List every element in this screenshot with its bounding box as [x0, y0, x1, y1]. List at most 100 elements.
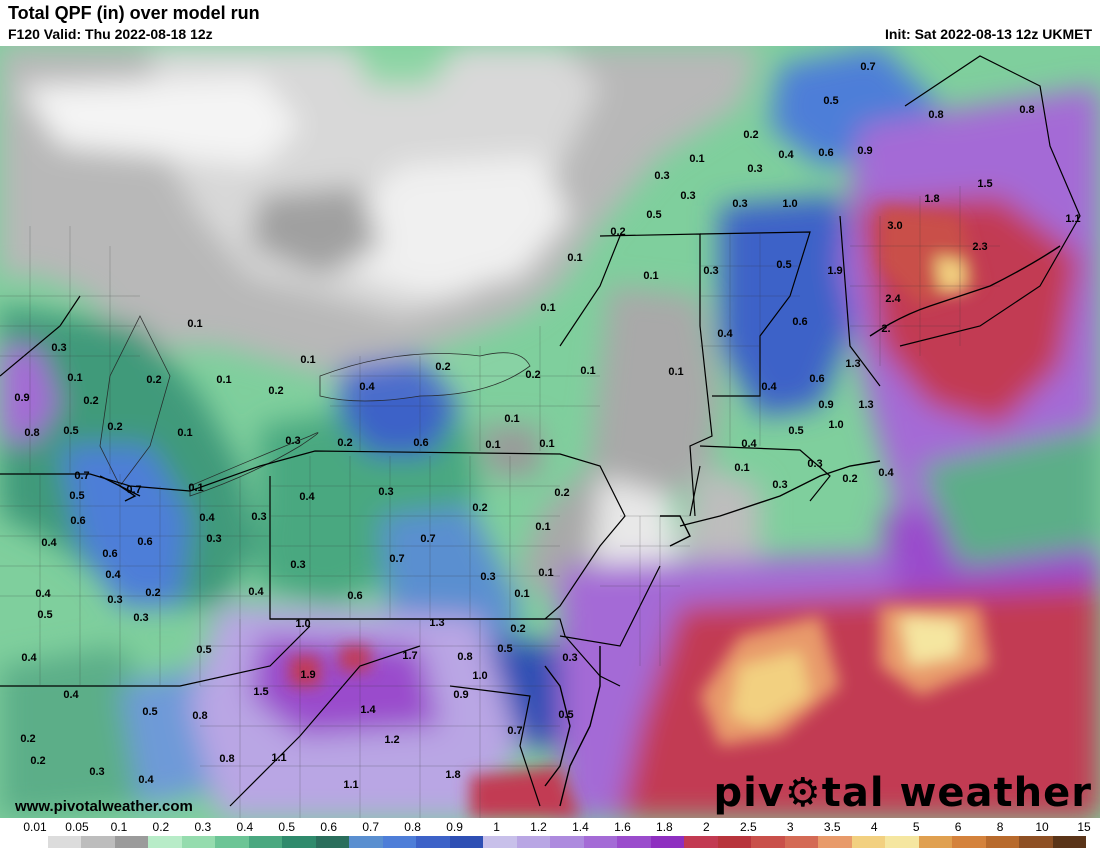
precip-value-label: 0.3: [251, 511, 266, 523]
precip-value-label: 0.2: [743, 129, 758, 141]
legend-tick: 0.6: [320, 820, 338, 834]
precip-value-label: 0.2: [83, 395, 98, 407]
color-legend: 0.01 0.05 0.1 0.2 0.3 0.4 0.5 0.6 0.7 0.8 0.9 1 1.2 1…: [0, 818, 1100, 850]
precip-value-label: 1.2: [384, 734, 399, 746]
precip-value-label: 0.8: [457, 651, 472, 663]
legend-tick: 10: [1035, 820, 1049, 834]
precip-value-label: 0.4: [138, 774, 154, 786]
precip-value-label: 0.6: [792, 316, 807, 328]
precip-value-label: 0.4: [299, 491, 315, 503]
precip-value-label: 0.1: [540, 302, 555, 314]
precip-value-label: 0.3: [772, 479, 787, 491]
legend-swatch: [349, 836, 383, 848]
precip-value-label: 1.0: [782, 198, 797, 210]
valid-time: F120 Valid: Thu 2022-08-18 12z: [8, 26, 213, 42]
legend-swatch: [14, 836, 48, 848]
precip-value-label: 0.3: [703, 265, 718, 277]
legend-tick: 15: [1077, 820, 1091, 834]
precip-value-label: 0.6: [347, 590, 362, 602]
legend-swatch: [248, 836, 282, 848]
legend-swatch: [784, 836, 818, 848]
legend-tick: 0.4: [236, 820, 254, 834]
precip-value-label: 0.3: [747, 163, 762, 175]
legend-swatch: [985, 836, 1019, 848]
legend-swatch: [583, 836, 617, 848]
legend-tick: 1.4: [572, 820, 589, 834]
precip-value-label: 0.4: [359, 381, 375, 393]
precip-value-label: 0.2: [337, 437, 352, 449]
brand-text-left: piv: [713, 770, 785, 816]
precip-value-label: 0.4: [761, 381, 777, 393]
precip-value-label: 1.5: [253, 686, 268, 698]
legend-tick: 1.6: [614, 820, 631, 834]
precip-value-label: 0.7: [420, 533, 435, 545]
legend-tick: 2: [703, 820, 710, 834]
precip-value-label: 0.2: [20, 733, 35, 745]
legend-tick-labels: 0.01 0.05 0.1 0.2 0.3 0.4 0.5 0.6 0.7 0.8 0.9 1 1.2 1…: [0, 820, 1100, 834]
precip-value-label: 0.5: [37, 609, 52, 621]
legend-tick: 4: [870, 820, 878, 834]
precip-value-label: 2.: [881, 323, 890, 335]
legend-swatch: [1052, 836, 1086, 848]
precip-value-label: 0.7: [126, 484, 141, 496]
qpf-map[interactable]: 0.7 0.5 0.8 0.8 0.2 0.1 0.4 0.6 0.9 0.3 0.3 0.3 1.5 0…: [0, 46, 1100, 818]
precip-value-label: 0.4: [199, 512, 215, 524]
precip-value-label: 0.5: [142, 706, 157, 718]
precip-value-label: 0.1: [504, 413, 519, 425]
precip-value-label: 0.4: [21, 652, 37, 664]
legend-tick: 5: [912, 820, 920, 834]
precip-value-label: 0.3: [654, 170, 669, 182]
precip-value-label: 0.5: [788, 425, 803, 437]
precip-value-label: 0.3: [680, 190, 695, 202]
legend-swatch: [181, 836, 215, 848]
init-time: Init: Sat 2022-08-13 12z UKMET: [885, 26, 1092, 42]
precip-value-label: 0.2: [268, 385, 283, 397]
precip-value-label: 0.2: [554, 487, 569, 499]
precip-value-label: 0.3: [89, 766, 104, 778]
precip-value-label: 0.4: [741, 438, 757, 450]
precip-value-label: 0.4: [248, 586, 264, 598]
precip-value-label: 1.4: [360, 704, 376, 716]
legend-swatch: [114, 836, 148, 848]
legend-color-bar: [14, 836, 1086, 848]
legend-swatch: [148, 836, 182, 848]
precip-value-label: 0.2: [525, 369, 540, 381]
precip-value-label: 0.3: [51, 342, 66, 354]
legend-swatch: [483, 836, 517, 848]
precip-value-label: 0.4: [63, 689, 79, 701]
precip-value-label: 3.0: [887, 220, 902, 232]
precip-value-label: 0.3: [562, 652, 577, 664]
precip-value-label: 0.8: [24, 427, 39, 439]
precip-value-label: 0.2: [146, 374, 161, 386]
legend-tick: 3: [786, 820, 794, 834]
precip-value-label: 0.5: [497, 643, 512, 655]
legend-swatch: [81, 836, 115, 848]
legend-tick: 3.5: [823, 820, 841, 834]
legend-swatch: [684, 836, 718, 848]
precip-value-label: 0.2: [145, 587, 160, 599]
legend-swatch: [751, 836, 785, 848]
gear-icon: ⚙: [784, 770, 822, 816]
precip-value-label: 0.3: [480, 571, 495, 583]
precip-value-label: 1.0: [828, 419, 843, 431]
precip-value-label: 0.2: [30, 755, 45, 767]
legend-tick: 0.7: [362, 820, 380, 834]
legend-swatch: [516, 836, 550, 848]
precip-value-label: 0.7: [389, 553, 404, 565]
precip-value-label: 0.2: [107, 421, 122, 433]
precip-value-label: 1.5: [977, 178, 992, 190]
precip-value-label: 0.8: [219, 753, 234, 765]
precip-value-label: 0.1: [689, 153, 704, 165]
legend-tick: 0.5: [278, 820, 296, 834]
precip-value-label: 0.4: [717, 328, 733, 340]
precip-value-label: 1.3: [429, 617, 444, 629]
precip-value-label: 0.1: [177, 427, 192, 439]
precip-value-label: 0.2: [842, 473, 857, 485]
precip-value-label: 0.8: [1019, 104, 1034, 116]
precip-value-label: 0.2: [510, 623, 525, 635]
precip-value-label: 1.9: [827, 265, 842, 277]
legend-tick: 0.9: [446, 820, 463, 834]
precip-value-label: 0.6: [102, 548, 117, 560]
legend-swatch: [315, 836, 349, 848]
map-header: Total QPF (in) over model run F120 Valid…: [0, 0, 1100, 46]
